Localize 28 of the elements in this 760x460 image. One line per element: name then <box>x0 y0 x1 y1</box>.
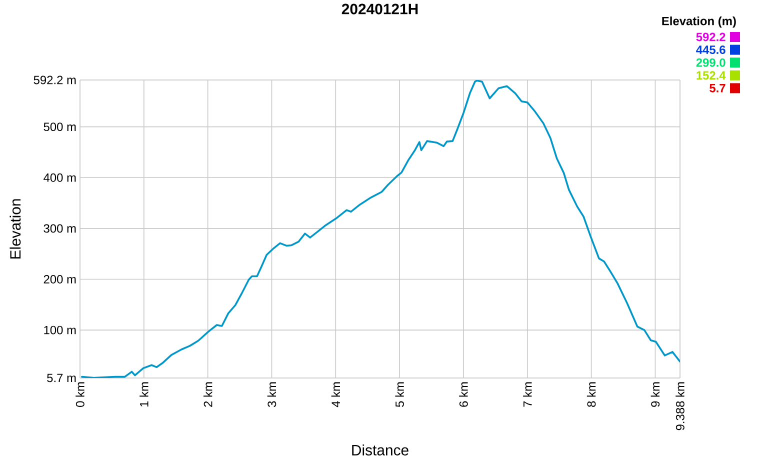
y-tick-label: 500 m <box>44 122 76 132</box>
x-axis-title: Distance <box>352 444 408 456</box>
chart-title: 20240121H <box>342 4 418 14</box>
color-bar-label: 152.4 <box>696 71 726 80</box>
color-bar-label: 592.2 <box>696 32 726 42</box>
x-tick-label: 0 km <box>76 382 84 407</box>
x-tick-label: 7 km <box>523 382 532 407</box>
x-tick-label: 8 km <box>586 382 596 407</box>
y-tick-label: 5.7 m <box>47 374 76 382</box>
y-tick-label: 200 m <box>44 275 76 284</box>
x-tick-label: 3 km <box>267 382 276 407</box>
x-tick-label: 6 km <box>459 382 468 407</box>
y-tick-label: 300 m <box>44 224 76 233</box>
y-tick-label: 592.2 m <box>34 76 76 84</box>
x-tick-label: 9.388 km <box>676 382 684 430</box>
color-bar-title: Elevation (m) <box>662 16 736 28</box>
y-tick-label: 100 m <box>44 326 76 334</box>
x-tick-label: 5 km <box>395 382 404 407</box>
x-tick-label: 9 km <box>650 382 660 407</box>
x-tick-label: 4 km <box>331 382 340 408</box>
y-axis-title: Elevation <box>10 199 21 258</box>
y-tick-label: 400 m <box>44 173 76 182</box>
color-bar-label: 5.7 <box>710 84 726 92</box>
line-series <box>81 80 680 378</box>
x-tick-label: 1 km <box>140 382 148 407</box>
color-bar-label: 299.0 <box>696 58 726 67</box>
x-tick-label: 2 km <box>204 382 212 407</box>
color-bar-label: 445.6 <box>696 46 726 54</box>
